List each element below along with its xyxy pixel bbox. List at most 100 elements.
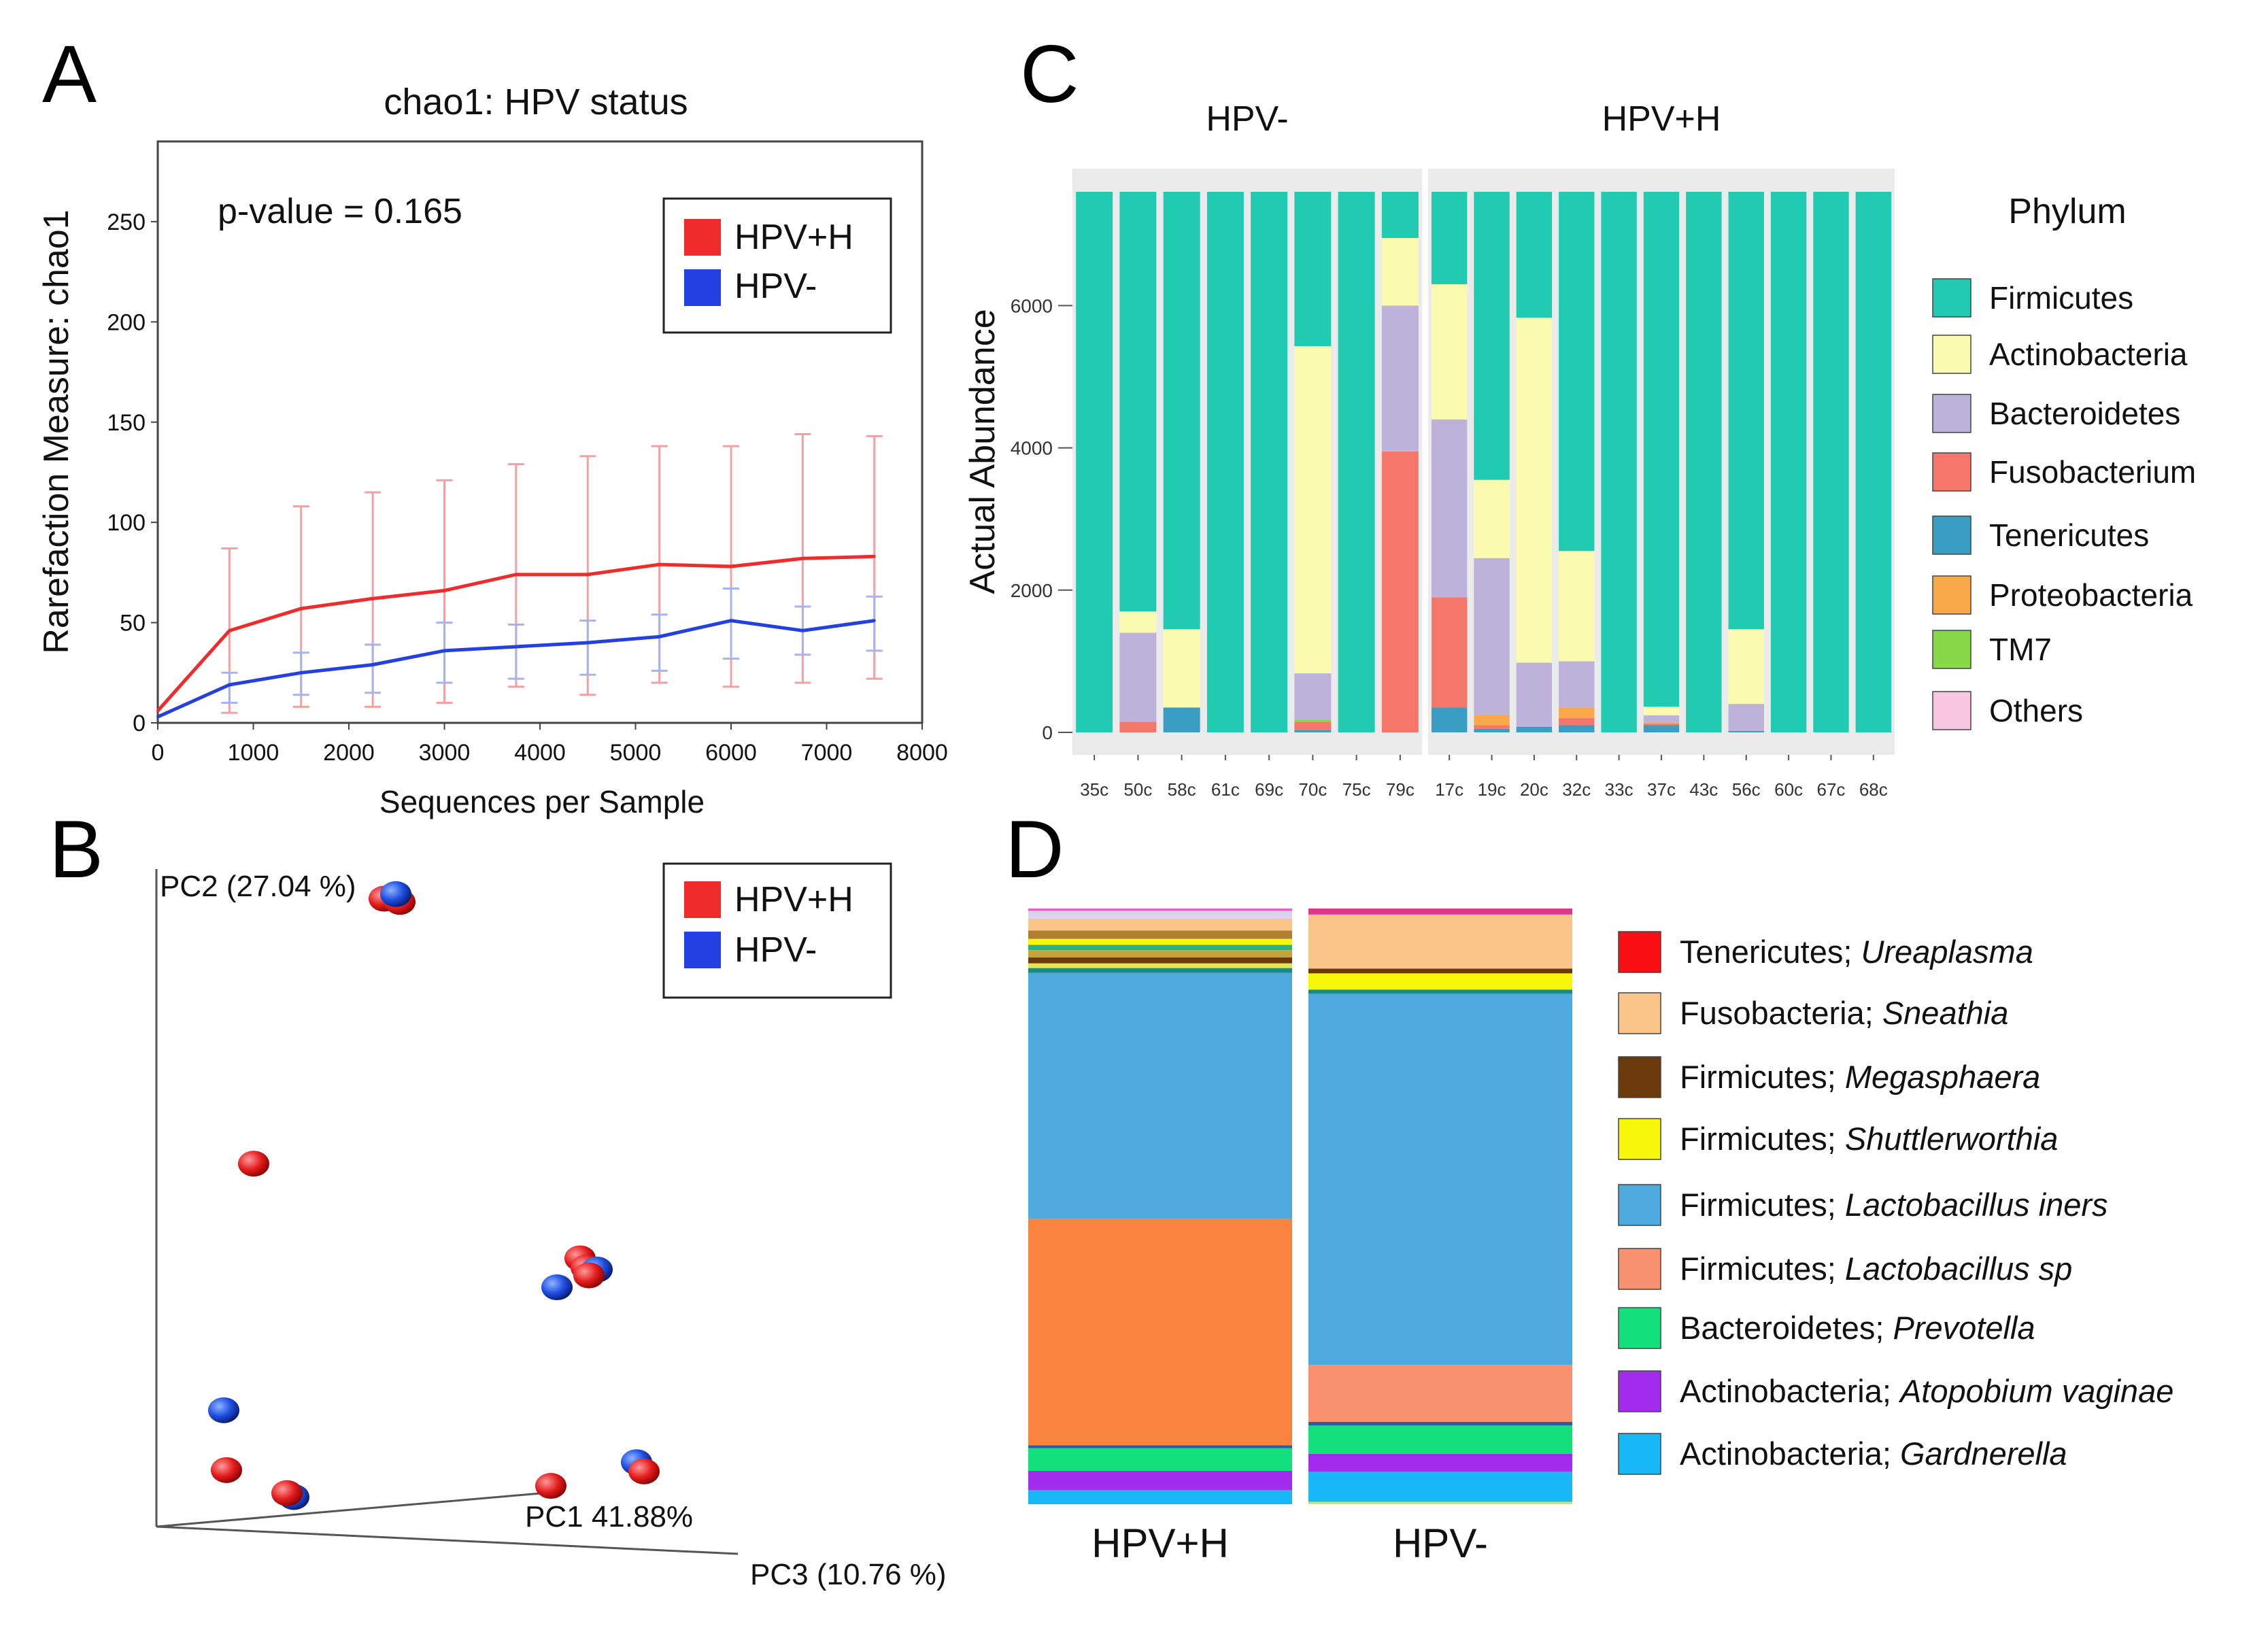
bar-segment-fusobacterium	[1559, 718, 1595, 726]
d-legend-genus: Sneathia	[1882, 995, 2009, 1031]
legend-b-swatch-hpv-pos	[684, 881, 721, 918]
bar-segment-bacteroidetes	[1381, 305, 1419, 452]
c-legend-swatch-others	[1932, 691, 1971, 730]
pcoa-point-hpv-pos	[238, 1151, 269, 1177]
pcoa-point-hpv-pos	[211, 1457, 242, 1483]
chart-a-ylabel: Rarefaction Measure: chao1	[37, 209, 76, 653]
d-legend-swatch	[1618, 931, 1661, 973]
bar-segment-tenericutes	[1559, 725, 1595, 732]
data-point	[228, 683, 231, 686]
stack-segment	[1028, 968, 1292, 973]
bar-segment-actinobacteria	[1294, 345, 1332, 674]
d-legend-phylum: Firmicutes;	[1680, 1187, 1845, 1223]
pcoa-axis-pc1	[156, 1492, 541, 1528]
x-tick-label: 4000	[514, 740, 566, 766]
bar-segment-firmicutes	[1251, 192, 1288, 732]
c-legend-label-firmicutes: Firmicutes	[1989, 280, 2133, 316]
d-legend-phylum: Actinobacteria;	[1680, 1436, 1900, 1472]
c-y-tick-label: 4000	[1011, 438, 1053, 459]
bar-segment-actinobacteria	[1728, 629, 1764, 704]
y-tick-label: 250	[107, 209, 146, 235]
chart-a-title: chao1: HPV status	[384, 82, 688, 122]
bar-segment-tm7	[1294, 719, 1332, 722]
panel-label-a: A	[42, 29, 97, 120]
c-x-tick-label: 33c	[1605, 779, 1634, 800]
bar-segment-actinobacteria	[1474, 479, 1510, 558]
y-tick-label: 0	[133, 711, 146, 736]
stack-segment	[1028, 1489, 1292, 1504]
stack-segment	[1308, 994, 1572, 1365]
bar-segment-tenericutes	[1474, 728, 1510, 732]
c-legend-label-fusobacterium: Fusobacterium	[1989, 454, 2196, 490]
c-x-tick-label: 17c	[1435, 779, 1463, 800]
bar-segment-actinobacteria	[1431, 284, 1468, 420]
bar-segment-bacteroidetes	[1119, 632, 1157, 722]
d-legend-genus: Megasphaera	[1845, 1059, 2040, 1095]
d-legend-swatch	[1618, 1307, 1661, 1349]
stack-hpv-h	[1028, 909, 1292, 1504]
bar-segment-tenericutes	[1516, 726, 1553, 732]
legend-swatch-hpv-neg	[684, 269, 721, 306]
stack-segment	[1028, 930, 1292, 939]
c-legend-label-actinobacteria: Actinobacteria	[1989, 337, 2188, 372]
c-y-tick-label: 0	[1042, 722, 1053, 743]
c-x-tick-label: 19c	[1478, 779, 1506, 800]
x-tick-label: 3000	[419, 740, 471, 766]
d-legend-genus: Shuttlerworthia	[1845, 1121, 2059, 1157]
stack-segment	[1308, 1472, 1572, 1502]
bar-segment-firmicutes	[1601, 192, 1637, 732]
c-y-tick-label: 2000	[1011, 580, 1053, 601]
x-tick-label: 5000	[610, 740, 662, 766]
stack-hpv	[1308, 909, 1572, 1504]
d-legend-label: Tenericutes; Ureaplasma	[1680, 934, 2033, 970]
d-legend-phylum: Actinobacteria;	[1680, 1373, 1900, 1409]
c-x-tick-label: 61c	[1211, 779, 1240, 800]
bar-segment-firmicutes	[1294, 192, 1332, 346]
c-legend-swatch-tenericutes	[1932, 515, 1971, 555]
chart-a-legend: HPV+H HPV-	[662, 197, 892, 334]
c-x-tick-label: 69c	[1255, 779, 1283, 800]
c-x-tick-label: 70c	[1298, 779, 1327, 800]
data-point	[873, 555, 876, 558]
c-x-tick-label: 32c	[1562, 779, 1591, 800]
d-legend-swatch	[1618, 1118, 1661, 1160]
bar-segment-tenericutes	[1431, 707, 1468, 732]
bar-segment-firmicutes	[1163, 192, 1200, 630]
bar-segment-fusobacterium	[1381, 451, 1419, 732]
pcoa-point-hpv-neg	[380, 881, 411, 907]
bar-segment-bacteroidetes	[1728, 704, 1764, 731]
bar-segment-tenericutes	[1643, 725, 1680, 732]
chart-a-xlabel: Sequences per Sample	[379, 784, 705, 819]
d-legend-phylum: Firmicutes;	[1680, 1059, 1845, 1095]
bar-segment-fusobacterium	[1431, 597, 1468, 708]
d-legend-label: Firmicutes; Shuttlerworthia	[1680, 1121, 2058, 1157]
bar-segment-firmicutes	[1119, 192, 1157, 612]
bar-segment-firmicutes	[1516, 192, 1553, 318]
pcoa-label-pc2: PC2 (27.04 %)	[160, 870, 356, 903]
c-x-tick-label: 60c	[1774, 779, 1803, 800]
bar-segment-firmicutes	[1206, 192, 1244, 732]
d-legend-label: Bacteroidetes; Prevotella	[1680, 1310, 2035, 1346]
d-legend-genus: Gardnerella	[1900, 1436, 2067, 1472]
legend-b-label-hpv-neg: HPV-	[734, 930, 817, 970]
data-point	[801, 557, 805, 560]
x-tick-label: 6000	[705, 740, 757, 766]
y-tick-label: 100	[107, 510, 146, 536]
d-legend-phylum: Bacteroidetes;	[1680, 1310, 1893, 1346]
d-legend-genus: Atopobium vaginae	[1898, 1373, 2173, 1409]
bar-segment-bacteroidetes	[1643, 715, 1680, 723]
pcoa-point-hpv-pos	[535, 1473, 566, 1499]
stack-segment	[1028, 911, 1292, 919]
pcoa-label-pc3: PC3 (10.76 %)	[750, 1558, 947, 1591]
bar-segment-bacteroidetes	[1474, 558, 1510, 715]
d-legend-label: Actinobacteria; Gardnerella	[1680, 1436, 2067, 1472]
d-legend-swatch	[1618, 1370, 1661, 1412]
pcoa-point-hpv-pos	[628, 1458, 660, 1484]
c-legend-swatch-proteobacteria	[1932, 575, 1971, 615]
data-point	[371, 663, 375, 666]
d-legend-genus: Lactobacillus iners	[1845, 1187, 2108, 1223]
bar-segment-fusobacterium	[1474, 725, 1510, 729]
data-point	[586, 573, 590, 576]
panel-c-stacked-bar-chart: C Actual Abundance 0 2000 4000 6000 HPV- 35c 5…	[963, 29, 2196, 800]
